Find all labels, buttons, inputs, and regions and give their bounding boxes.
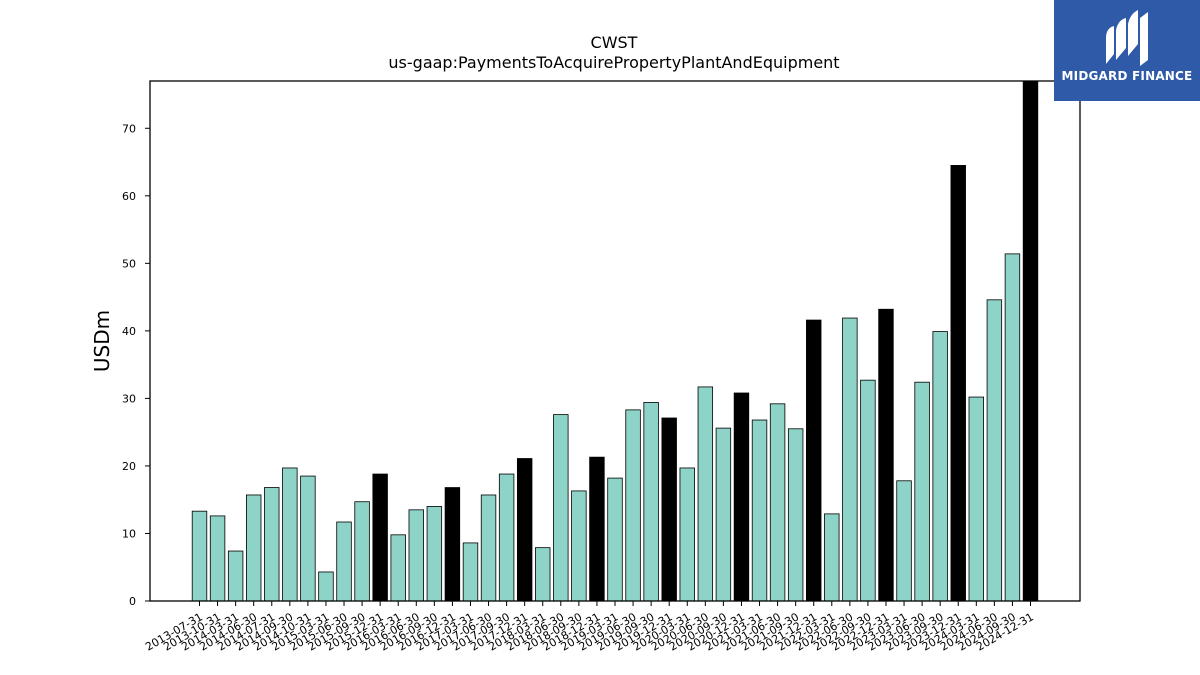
plot-frame [149,80,1081,602]
y-tick-label: 50 [122,257,136,270]
bar-2024-06-30 [986,299,1003,602]
bar-2014-10-31 [300,475,316,602]
bar-2016-03-31 [390,534,406,602]
chart-subtitle: us-gaap:PaymentsToAcquirePropertyPlantAn… [388,53,839,72]
bar-2014-09-30 [282,467,298,602]
bar-2024-12-31 [1022,80,1039,602]
bar-2018-12-31 [589,456,605,602]
bar-2014-06-30 [245,494,262,602]
bar-2020-03-31 [679,467,695,602]
bar-2019-03-31 [607,477,623,602]
bar-2018-09-30 [571,490,587,602]
bar-2019-06-30 [625,409,641,602]
bar-2020-06-30 [697,386,714,602]
x-axis-ticks: 2013-07-312013-10-312014-03-312014-06-30… [143,601,1036,654]
bar-2015-12-31 [372,473,388,602]
y-tick-label: 20 [122,460,136,473]
bar-2018-06-30 [553,414,569,602]
bar-2015-09-30 [354,501,370,602]
bar-2020-09-30 [715,427,732,602]
bar-2022-09-30 [860,379,876,602]
bar-2021-06-30 [769,403,786,602]
y-tick-label: 60 [122,190,136,203]
bar-2019-12-31 [661,417,677,602]
bar-2021-12-31 [806,319,822,602]
bar-2016-12-31 [444,487,461,602]
y-axis-ticks: 0 10 20 30 40 50 60 70 [122,122,150,608]
bar-2020-12-31 [733,392,750,602]
y-tick-label: 40 [122,325,136,338]
bar-2017-12-31 [516,458,533,602]
bar-2016-06-30 [408,509,424,602]
bar-2017-06-30 [480,494,497,602]
bar-2014-07-31 [264,487,280,602]
bar-2023-03-31 [896,480,912,602]
bar-2024-03-31 [968,396,985,602]
bar-2023-12-31 [950,165,966,602]
bar-2013-07-31 [191,510,208,602]
bar-2013-10-31 [209,515,226,602]
bar-2021-03-31 [751,419,768,602]
bar-2016-09-30 [426,506,443,602]
chart-title: CWST [591,33,638,52]
bar-2019-09-30 [643,402,659,602]
bar-2014-03-31 [227,550,244,602]
y-tick-label: 70 [122,122,136,135]
y-tick-label: 0 [129,595,136,608]
bar-2015-03-31 [318,571,334,602]
bar-2017-09-30 [498,473,515,602]
bar-2022-06-30 [842,317,858,602]
brand-logo: MIDGARD FINANCE [1054,0,1200,101]
bar-2021-09-30 [787,428,804,602]
bar-2015-06-30 [336,521,352,602]
bar-2023-09-30 [932,331,948,602]
bar-2024-09-30 [1004,253,1021,602]
bar-2018-03-31 [535,547,551,602]
bar-2017-03-31 [462,542,479,602]
logo-text: MIDGARD FINANCE [1061,69,1193,83]
bar-2022-12-31 [878,308,894,602]
y-axis-label: USDm [90,310,114,372]
bars [191,80,1039,602]
bar-2022-03-31 [824,513,840,602]
mf-logo-icon [1106,10,1148,66]
y-tick-label: 30 [122,392,136,405]
y-tick-label: 10 [122,527,136,540]
bar-2023-06-30 [914,381,930,602]
